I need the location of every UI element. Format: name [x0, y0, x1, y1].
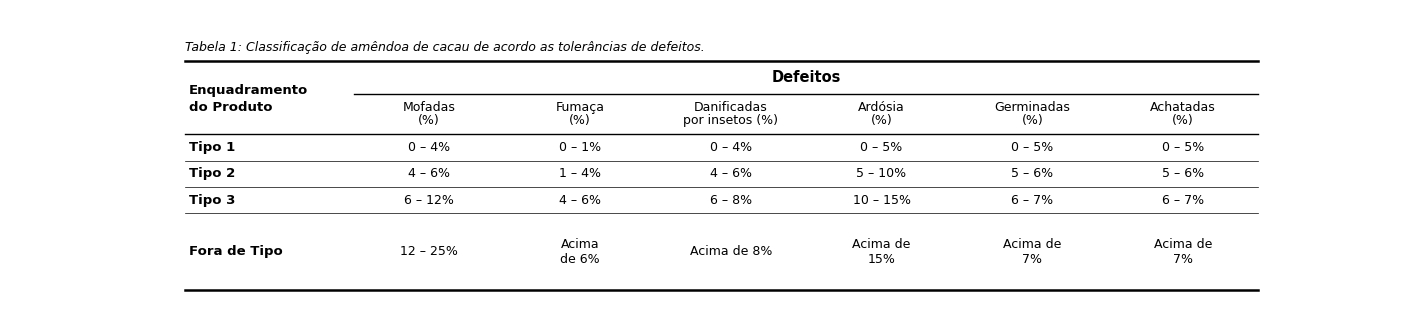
Text: 12 – 25%: 12 – 25% [400, 245, 458, 258]
Text: Tipo 1: Tipo 1 [189, 141, 235, 154]
Text: Tabela 1: Classificação de amêndoa de cacau de acordo as tolerâncias de defeitos: Tabela 1: Classificação de amêndoa de ca… [184, 41, 704, 54]
Text: 0 – 4%: 0 – 4% [408, 141, 451, 154]
Text: 0 – 1%: 0 – 1% [559, 141, 601, 154]
Text: 0 – 5%: 0 – 5% [1011, 141, 1053, 154]
Text: 0 – 5%: 0 – 5% [1162, 141, 1204, 154]
Text: 6 – 7%: 6 – 7% [1162, 194, 1204, 207]
Text: 4 – 6%: 4 – 6% [710, 167, 752, 180]
Text: 1 – 4%: 1 – 4% [559, 167, 601, 180]
Text: Defeitos: Defeitos [772, 70, 841, 85]
Text: Acima de
15%: Acima de 15% [852, 238, 911, 266]
Text: (%): (%) [1173, 114, 1194, 127]
Text: 6 – 8%: 6 – 8% [710, 194, 752, 207]
Text: 0 – 4%: 0 – 4% [710, 141, 752, 154]
Text: Fumaça: Fumaça [556, 101, 604, 114]
Text: 0 – 5%: 0 – 5% [860, 141, 903, 154]
Text: 5 – 6%: 5 – 6% [1011, 167, 1053, 180]
Text: Achatadas: Achatadas [1150, 101, 1217, 114]
Text: por insetos (%): por insetos (%) [683, 114, 779, 127]
Text: Acima de
7%: Acima de 7% [1155, 238, 1212, 266]
Text: (%): (%) [418, 114, 441, 127]
Text: Fora de Tipo: Fora de Tipo [189, 245, 283, 258]
Text: 6 – 12%: 6 – 12% [404, 194, 455, 207]
Text: 4 – 6%: 4 – 6% [559, 194, 601, 207]
Text: Mofadas: Mofadas [403, 101, 456, 114]
Text: 5 – 6%: 5 – 6% [1162, 167, 1204, 180]
Text: 6 – 7%: 6 – 7% [1011, 194, 1053, 207]
Text: 4 – 6%: 4 – 6% [408, 167, 451, 180]
Text: (%): (%) [870, 114, 893, 127]
Text: (%): (%) [1021, 114, 1043, 127]
Text: Germinadas: Germinadas [994, 101, 1070, 114]
Text: Acima de
7%: Acima de 7% [1002, 238, 1062, 266]
Text: 10 – 15%: 10 – 15% [853, 194, 911, 207]
Text: do Produto: do Produto [189, 101, 273, 114]
Text: Danificadas: Danificadas [694, 101, 767, 114]
Text: Tipo 2: Tipo 2 [189, 167, 235, 180]
Text: Acima
de 6%: Acima de 6% [560, 238, 600, 266]
Text: Tipo 3: Tipo 3 [189, 194, 235, 207]
Text: Acima de 8%: Acima de 8% [690, 245, 772, 258]
Text: (%): (%) [569, 114, 591, 127]
Text: Enquadramento: Enquadramento [189, 84, 308, 97]
Text: Ardósia: Ardósia [859, 101, 905, 114]
Text: 5 – 10%: 5 – 10% [856, 167, 907, 180]
